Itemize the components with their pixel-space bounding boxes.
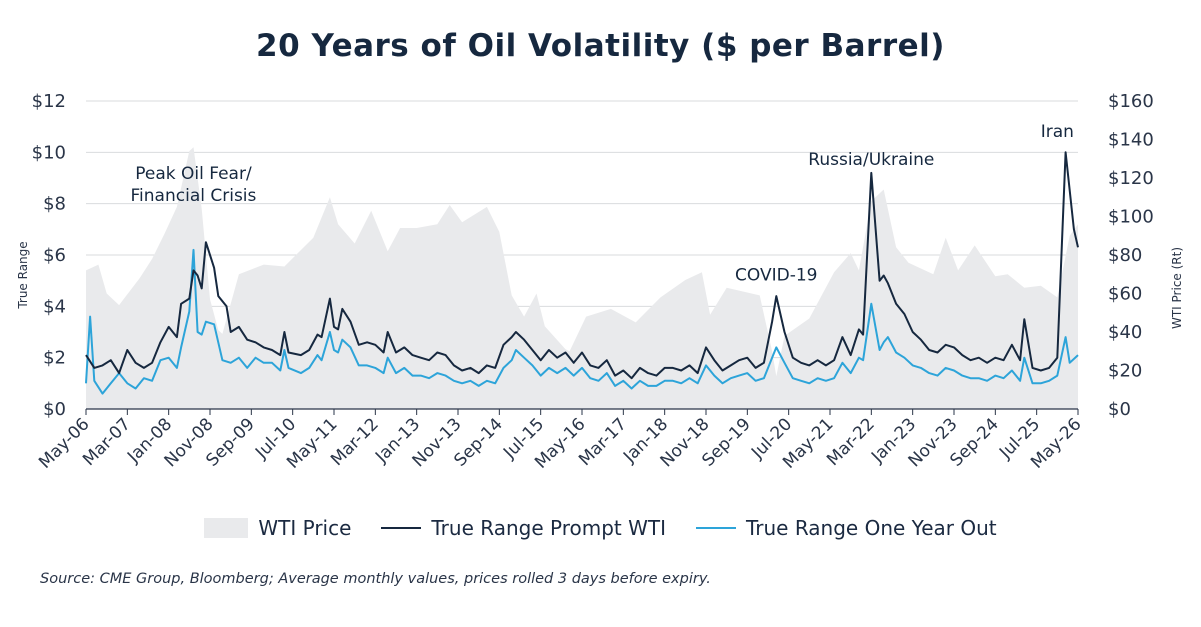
series-one-year-line [85, 248, 1079, 395]
series-wti-price-area [86, 147, 1078, 409]
chart-title: 20 Years of Oil Volatility ($ per Barrel… [256, 28, 945, 64]
annotation-label: Russia/Ukraine [808, 150, 934, 170]
annotation-label: Financial Crisis [131, 186, 257, 206]
y2-tick-label: $140 [1108, 130, 1154, 151]
y2-tick-label: $0 [1108, 399, 1131, 420]
legend-label: True Range Prompt WTI [431, 516, 666, 540]
legend-label: WTI Price [258, 516, 352, 540]
y2-tick-label: $80 [1108, 245, 1142, 266]
source-note: Source: CME Group, Bloomberg; Average mo… [40, 571, 711, 587]
annotation-label: Peak Oil Fear/ [135, 164, 252, 184]
annotation-label: Iran [1041, 122, 1074, 142]
area-layer [86, 147, 1078, 409]
annotation-label: COVID-19 [735, 266, 817, 286]
series-prompt-line [85, 151, 1079, 380]
y-tick-label: $0 [43, 399, 66, 420]
legend-item-one-year: True Range One Year Out [696, 516, 997, 540]
y2-tick-label: $120 [1108, 168, 1154, 189]
y2-tick-label: $40 [1108, 322, 1142, 343]
x-tick-label: May-06 [35, 414, 93, 472]
legend-item-prompt: True Range Prompt WTI [381, 516, 666, 540]
legend-swatch-line [381, 527, 422, 529]
y2-tick-label: $60 [1108, 284, 1142, 305]
annot-layer: Peak Oil Fear/Financial Crisis COVID-19 Ru… [131, 122, 1074, 286]
y2-tick-label: $100 [1108, 207, 1154, 228]
y-tick-label: $2 [43, 348, 66, 369]
y2-axis-title: WTI Price (Rt) [1170, 247, 1184, 329]
y-tick-label: $12 [32, 91, 66, 112]
legend-label: True Range One Year Out [746, 516, 997, 540]
y-tick-label: $4 [43, 296, 66, 317]
y2-tick-label: $20 [1108, 361, 1142, 382]
y-tick-label: $8 [43, 194, 66, 215]
y2-tick-label: $160 [1108, 91, 1154, 112]
y-axis-title: True Range [16, 241, 30, 309]
line-layer [85, 151, 1079, 395]
y-tick-label: $10 [32, 142, 66, 163]
legend-item-wti-price: WTI Price [204, 516, 351, 540]
legend-swatch-area [204, 518, 249, 538]
legend: WTI Price True Range Prompt WTI True Ran… [0, 516, 1201, 540]
legend-swatch-line [696, 527, 736, 529]
y-tick-label: $6 [43, 245, 66, 266]
